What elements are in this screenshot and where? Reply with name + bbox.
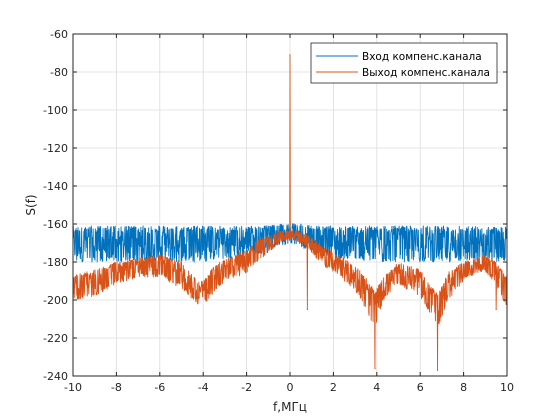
series-layer — [72, 54, 508, 371]
y-tick-label: -240 — [43, 370, 68, 383]
x-tick-label: -2 — [241, 381, 252, 394]
x-tick-label: -8 — [111, 381, 122, 394]
legend-label-series-2: Выход компенс.канала — [362, 67, 490, 79]
x-tick-label: 4 — [373, 381, 380, 394]
y-tick-label: -120 — [43, 142, 68, 155]
y-tick-label: -180 — [43, 256, 68, 269]
x-tick-label: -10 — [64, 381, 82, 394]
ticks — [72, 33, 508, 377]
x-tick-label: 8 — [460, 381, 467, 394]
legend-box — [310, 42, 498, 84]
y-tick-label: -80 — [50, 66, 68, 79]
y-tick-label: -100 — [43, 104, 68, 117]
x-tick-label: 10 — [500, 381, 514, 394]
legend: Вход компенс.канала Выход компенс.канала — [310, 42, 498, 84]
series-2-peak-point — [289, 54, 291, 56]
x-tick-label: 0 — [287, 381, 294, 394]
y-axis-label: S(f) — [24, 194, 38, 215]
x-axis-label: f,МГц — [273, 400, 307, 414]
y-tick-label: -220 — [43, 332, 68, 345]
x-tick-label: -6 — [154, 381, 165, 394]
tick-labels: -10 -8 -6 -4 -2 0 2 4 6 8 10 -240 -220 -200 -180 -160 -1… — [43, 28, 514, 394]
x-tick-label: 6 — [417, 381, 424, 394]
series-2-peak-point — [436, 369, 439, 371]
x-tick-label: 2 — [330, 381, 337, 394]
x-tick-label: -4 — [198, 381, 209, 394]
y-tick-label: -160 — [43, 218, 68, 231]
series-2-peak-point — [374, 367, 376, 369]
series-2-peak-point — [306, 308, 308, 311]
legend-label-series-1: Вход компенс.канала — [362, 51, 482, 63]
y-tick-label: -200 — [43, 294, 68, 307]
y-tick-label: -140 — [43, 180, 68, 193]
y-tick-label: -60 — [50, 28, 68, 41]
series-line-1 — [72, 223, 508, 263]
series-2-peak-point — [495, 308, 497, 311]
